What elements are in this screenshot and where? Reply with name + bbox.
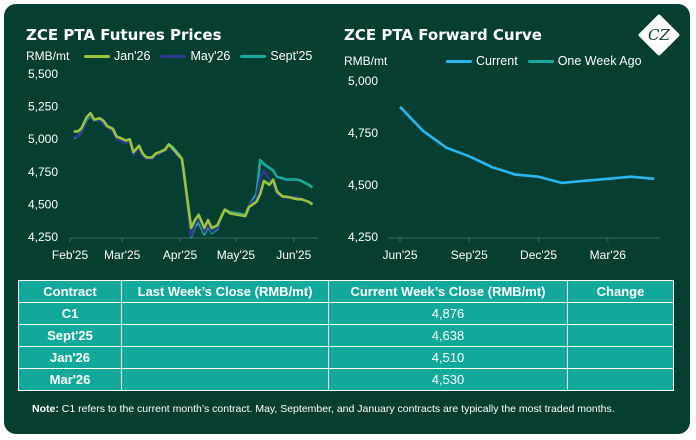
legend-item-current: Current [446, 54, 518, 68]
table-header-row: Contract Last Week’s Close (RMB/mt) Curr… [18, 280, 674, 303]
close-price-table: Contract Last Week’s Close (RMB/mt) Curr… [18, 280, 674, 391]
cell-last-week-close [121, 302, 329, 325]
x-tick-label: Mar'25 [104, 248, 141, 262]
table-row: Jan'26 4,510 [18, 346, 674, 369]
right-chart-unit: RMB/mt [344, 54, 388, 68]
right-chart-title: ZCE PTA Forward Curve [344, 26, 542, 44]
left-chart-legend: Jan'26 May'26 Sept'25 [84, 49, 322, 63]
series-line-current [399, 105, 655, 185]
legend-label-jan26: Jan'26 [114, 49, 151, 63]
legend-label-sept25: Sept'25 [270, 49, 313, 63]
cell-change [567, 302, 674, 325]
legend-swatch-jan26 [84, 54, 110, 58]
y-tick-label: 5,500 [28, 67, 58, 81]
cell-last-week-close [121, 324, 329, 347]
legend-item-may26: May'26 [160, 49, 230, 63]
y-tick-label: 4,750 [348, 126, 378, 140]
header-change: Change [567, 280, 674, 303]
right-line-chart: 4,250 4,500 4,750 5,000 Jun'25 Sep'25 Dec'25 Ma… [348, 74, 660, 262]
y-tick-label: 4,250 [348, 230, 378, 244]
cell-current-week-close: 4,876 [328, 302, 568, 325]
left-chart-unit: RMB/mt [26, 49, 70, 63]
x-tick-label: May'25 [217, 248, 256, 262]
table-row: C1 4,876 [18, 302, 674, 325]
legend-label-current: Current [476, 54, 518, 68]
cell-current-week-close: 4,510 [328, 346, 568, 369]
cell-contract: Sept'25 [18, 324, 122, 347]
left-line-chart: 4,250 4,500 4,750 5,000 5,250 5,500 Feb'25 Mar'… [28, 67, 318, 262]
left-chart-title: ZCE PTA Futures Prices [26, 26, 222, 44]
x-tick-label: Dec'25 [520, 248, 557, 262]
legend-swatch-one-week-ago [527, 59, 554, 63]
cell-current-week-close: 4,638 [328, 324, 568, 347]
y-tick-label: 4,500 [28, 197, 58, 211]
x-tick-label: Sep'25 [451, 248, 488, 262]
cell-last-week-close [121, 368, 329, 391]
right-chart-legend: Current One Week Ago [446, 54, 652, 68]
x-tick-label: Jun'25 [276, 248, 311, 262]
footnote: Note: C1 refers to the current month’s c… [32, 402, 652, 416]
y-tick-label: 5,000 [348, 74, 378, 88]
header-contract: Contract [18, 280, 122, 303]
series-line-sept25 [73, 114, 314, 239]
header-current-week-close: Current Week’s Close (RMB/mt) [328, 280, 568, 303]
cell-last-week-close [121, 346, 329, 369]
cell-current-week-close: 4,530 [328, 368, 568, 391]
legend-swatch-current [446, 59, 472, 63]
cell-change [567, 324, 674, 347]
legend-swatch-sept25 [240, 54, 267, 58]
footnote-text: C1 refers to the current month’s contrac… [61, 403, 615, 415]
legend-label-may26: May'26 [190, 49, 231, 63]
legend-item-one-week-ago: One Week Ago [527, 54, 642, 68]
x-tick-label: Mar'26 [590, 248, 627, 262]
legend-item-jan26: Jan'26 [84, 49, 150, 63]
y-tick-label: 4,250 [28, 230, 58, 244]
cell-change [567, 346, 674, 369]
cell-contract: Jan'26 [18, 346, 122, 369]
table-row: Sept'25 4,638 [18, 324, 674, 347]
legend-item-sept25: Sept'25 [240, 49, 312, 63]
cell-contract: Mar'26 [18, 368, 122, 391]
charts-canvas: 4,250 4,500 4,750 5,000 5,250 5,500 Feb'25 Mar'… [28, 67, 660, 262]
header-last-week-close: Last Week’s Close (RMB/mt) [121, 280, 329, 303]
series-line-jan26 [73, 111, 314, 230]
y-tick-label: 4,750 [28, 165, 58, 179]
table-row: Mar'26 4,530 [18, 368, 674, 391]
y-tick-label: 5,250 [28, 100, 58, 114]
x-tick-label: Feb'25 [52, 248, 89, 262]
x-tick-label: Apr'25 [163, 248, 198, 262]
cell-contract: C1 [18, 302, 122, 325]
y-tick-label: 5,000 [28, 132, 58, 146]
y-tick-label: 4,500 [348, 178, 378, 192]
footnote-label: Note: [32, 403, 59, 415]
cell-change [567, 368, 674, 391]
legend-label-one-week-ago: One Week Ago [557, 54, 642, 68]
x-tick-label: Jun'25 [383, 248, 418, 262]
chart-panel: ZCE PTA Futures Prices RMB/mt Jan'26 May… [4, 4, 690, 434]
legend-swatch-may26 [160, 54, 187, 58]
